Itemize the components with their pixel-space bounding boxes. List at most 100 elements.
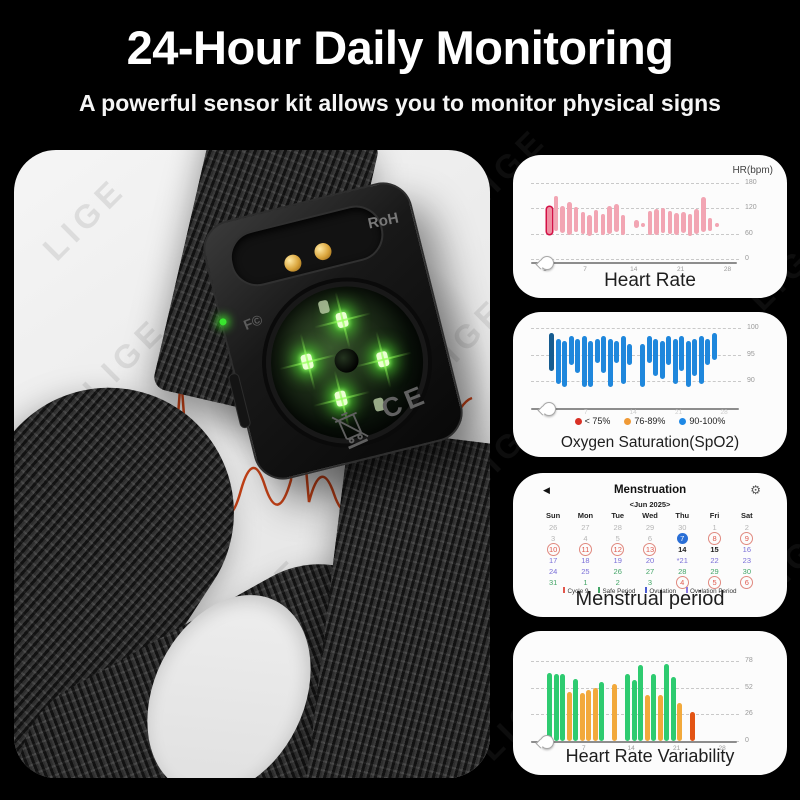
calendar-day[interactable]: 20 <box>645 556 655 565</box>
weee-bin-icon <box>331 411 369 450</box>
heart_rate-bar <box>587 215 592 237</box>
spo2-bar <box>555 338 561 384</box>
calendar-day[interactable]: 18 <box>581 556 590 565</box>
spo2-bar <box>581 336 587 387</box>
heart_rate-bar <box>620 215 626 235</box>
heart_rate-bar <box>660 208 666 233</box>
fcc-logo: F© <box>241 311 265 334</box>
spo2-bar <box>607 338 613 387</box>
weekday-label: Tue <box>611 511 625 520</box>
page-subtitle: A powerful sensor kit allows you to moni… <box>79 90 721 116</box>
calendar-day[interactable]: 4 <box>583 534 588 543</box>
hrv-bar <box>579 692 585 741</box>
heart_rate-bar <box>674 213 679 236</box>
hrv-bar <box>690 712 695 741</box>
calendar-day[interactable]: 13 <box>634 543 666 556</box>
calendar-day[interactable]: 30 <box>742 567 751 576</box>
spo2-slider-track[interactable] <box>531 408 739 410</box>
hrv-bar <box>625 674 630 741</box>
calendar-day[interactable]: 25 <box>581 567 590 576</box>
calendar-day[interactable]: 6 <box>647 534 653 543</box>
calendar-day[interactable]: 19 <box>613 556 622 565</box>
spo2-bar <box>698 336 704 384</box>
hrv-ytick: 78 <box>745 657 753 664</box>
calendar-day[interactable]: 6 <box>731 576 763 589</box>
calendar-day[interactable]: 17 <box>548 556 558 565</box>
calendar-day[interactable]: 4 <box>666 576 698 589</box>
heart_rate-xtick: 28 <box>723 266 732 273</box>
calendar-day[interactable]: 27 <box>581 523 590 532</box>
calendar-day[interactable]: 2 <box>615 578 620 587</box>
calendar-day[interactable]: 9 <box>731 532 763 545</box>
calendar-day[interactable]: 1 <box>583 578 588 587</box>
heart_rate-bar <box>640 223 646 228</box>
product-photo-card: LIGE LIGE LIGE LIGE LIGE LIGE LIGE LIGE … <box>14 150 490 778</box>
calendar-day[interactable]: 11 <box>569 543 601 556</box>
calendar-day[interactable]: 28 <box>678 567 687 576</box>
calendar-day[interactable]: 26 <box>548 523 558 532</box>
calendar-day[interactable]: 31 <box>548 578 558 587</box>
calendar-day[interactable]: 14 <box>678 545 687 554</box>
heart-rate-caption: Heart Rate <box>604 270 696 291</box>
calendar-day[interactable]: 30 <box>678 523 687 532</box>
calendar-day[interactable]: 5 <box>698 576 730 589</box>
hrv-caption: Heart Rate Variability <box>565 746 735 766</box>
calendar-day[interactable]: 26 <box>613 567 622 576</box>
calendar-day[interactable]: 27 <box>645 567 655 576</box>
calendar-day[interactable]: 24 <box>548 567 558 576</box>
heart_rate-slider-handle[interactable] <box>540 256 554 270</box>
calendar-day[interactable]: 8 <box>698 532 730 545</box>
calendar-day[interactable]: *21 <box>676 556 688 565</box>
heart_rate-bar <box>614 204 619 232</box>
menstruation-caption: Menstrual period <box>575 588 725 610</box>
calendar-day[interactable]: 29 <box>710 567 719 576</box>
calendar-day[interactable]: 5 <box>615 534 620 543</box>
watch-body-back: RoH F© CE <box>197 176 469 486</box>
heart_rate-bar <box>567 201 572 236</box>
hrv-slider-handle[interactable] <box>540 735 554 749</box>
calendar-day[interactable]: 3 <box>551 534 556 543</box>
heart_rate-bar <box>580 211 586 234</box>
spo2-bar <box>640 344 645 387</box>
calendar-day[interactable]: 10 <box>537 543 569 556</box>
calendar-back-icon[interactable]: ◀ <box>543 484 550 495</box>
calendar-day[interactable]: 23 <box>742 556 751 565</box>
spo2-ytick: 100 <box>747 324 759 331</box>
gear-icon[interactable]: ⚙ <box>750 483 761 497</box>
hr-unit-label: HR(bpm) <box>732 165 773 176</box>
sensor-led-icon <box>375 350 390 368</box>
calendar-day[interactable]: 1 <box>712 523 717 532</box>
hrv-bar <box>612 683 617 741</box>
hrv-bar <box>677 703 682 741</box>
calendar-weekday-row: Sun Mon Tue Wed Thu Fri Sat <box>537 511 763 520</box>
sensor-lens <box>332 346 362 376</box>
calendar-day[interactable]: 29 <box>645 523 655 532</box>
calendar-day[interactable]: 15 <box>710 545 719 554</box>
hrv-bar <box>638 665 643 741</box>
heart_rate-slider-track[interactable] <box>531 262 737 264</box>
heart_rate-bar <box>667 210 673 234</box>
heart_rate-bar <box>553 195 559 232</box>
menstruation-title: Menstruation <box>613 484 687 496</box>
heart_rate-bar <box>707 217 713 232</box>
calendar-day[interactable]: 3 <box>647 578 653 587</box>
calendar-day[interactable]: 28 <box>613 523 622 532</box>
calendar-day[interactable]: 12 <box>602 543 634 556</box>
hrv-slider-track[interactable] <box>531 741 737 743</box>
spo2-slider-handle[interactable] <box>542 402 556 416</box>
spo2-legend: < 75% 76-89% 90-100% <box>513 416 787 426</box>
calendar-day[interactable]: 7 <box>666 533 698 544</box>
calendar-day[interactable]: 22 <box>710 556 719 565</box>
hrv-ytick: 52 <box>745 683 753 691</box>
hrv-bar <box>560 674 565 741</box>
spo2-xtick: 7 <box>584 409 588 416</box>
spo2-bar <box>692 338 697 376</box>
calendar-month-nav[interactable]: <Jun 2025> <box>629 500 671 509</box>
calendar-day[interactable]: 16 <box>742 545 751 554</box>
heart_rate-bar <box>714 223 720 228</box>
calendar-grid: 26 27 28 29 30 1 2 3 4 5 6 7 8 9 10 11 12 13 14 15 16 17 18 19 2… <box>537 522 763 589</box>
heart-rate-panel: HR(bpm) 18012060017142128 Heart Rate <box>513 155 787 298</box>
spo2-ytick: 90 <box>747 377 755 385</box>
calendar-day[interactable]: 2 <box>744 523 749 532</box>
heart_rate-ytick: 180 <box>745 179 757 186</box>
